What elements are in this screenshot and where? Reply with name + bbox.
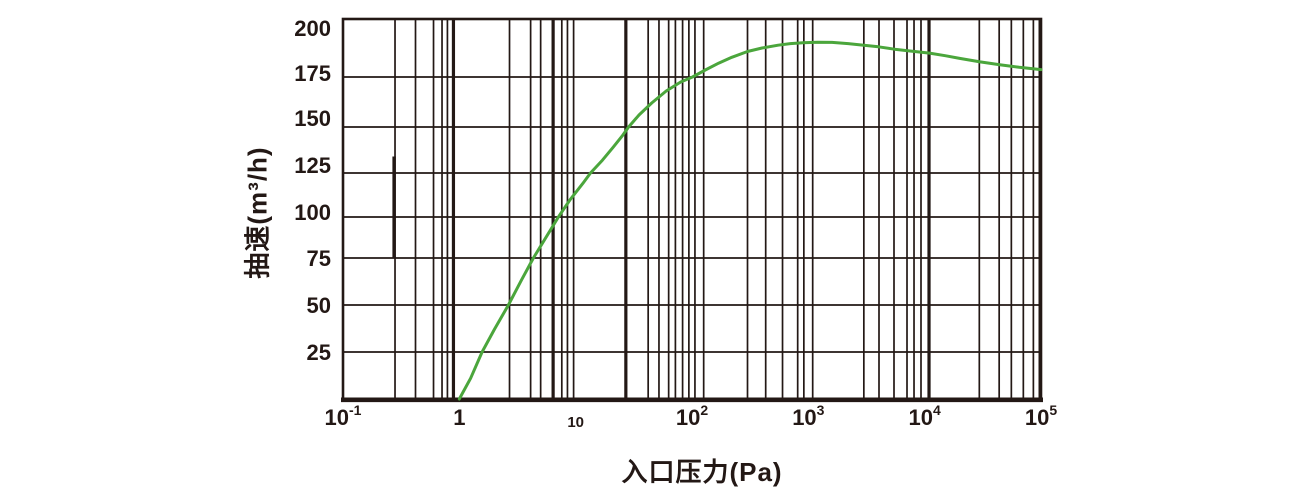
x-tick-label-100: 102 xyxy=(676,402,708,430)
x-tick-label-100000: 105 xyxy=(1025,402,1057,430)
y-tick-label-25: 25 xyxy=(307,340,331,365)
x-axis-title: 入口压力(Pa) xyxy=(621,457,783,487)
x-tick-label-10000: 104 xyxy=(909,402,941,430)
y-tick-label-150: 150 xyxy=(294,106,331,131)
x-tick-label-1: 1 xyxy=(453,405,465,430)
x-tick-label-0.1: 10-1 xyxy=(325,402,362,430)
y-tick-label-75: 75 xyxy=(307,246,331,271)
y-tick-label-100: 100 xyxy=(294,200,331,225)
y-tick-label-50: 50 xyxy=(307,293,331,318)
y-tick-label-125: 125 xyxy=(294,153,331,178)
x-tick-label-1000: 103 xyxy=(792,402,824,430)
y-tick-label-175: 175 xyxy=(294,61,331,86)
speed-curve xyxy=(457,40,1043,401)
y-tick-label-200: 200 xyxy=(294,16,331,41)
x-tick-label-10: 10 xyxy=(567,414,584,431)
y-axis-title: 抽速(m³/h) xyxy=(242,146,273,279)
